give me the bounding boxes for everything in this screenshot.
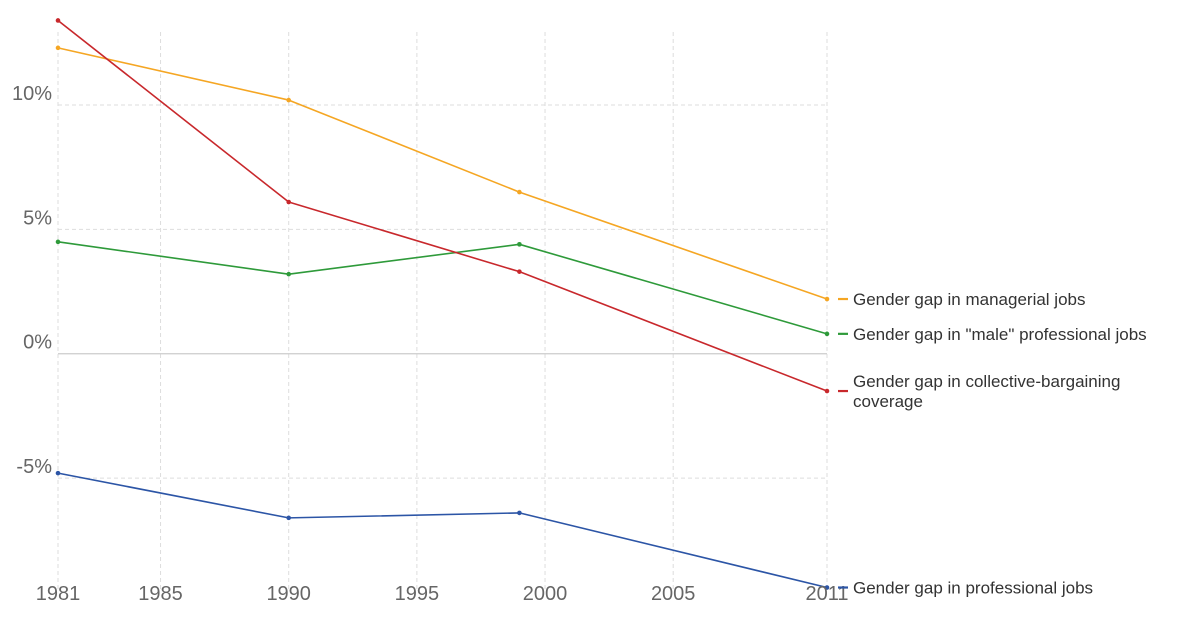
x-tick-label: 1985 <box>138 583 183 605</box>
series-line-3 <box>57 472 828 589</box>
data-point <box>517 269 522 274</box>
series-line-1 <box>57 241 828 335</box>
y-tick-label: 5% <box>23 207 52 229</box>
series-line-2 <box>57 19 828 392</box>
data-point <box>55 18 61 23</box>
y-axis-tick-labels: -5% 0% 5% 10% <box>12 83 52 478</box>
data-point <box>517 189 522 195</box>
x-tick-label: 1981 <box>36 583 81 605</box>
y-tick-label: 10% <box>12 83 52 105</box>
x-tick-label: 1990 <box>266 583 311 605</box>
data-point <box>286 199 292 205</box>
data-point <box>824 331 830 337</box>
x-tick-label: 1995 <box>395 583 440 605</box>
data-point <box>824 296 830 302</box>
series-line-0 <box>57 47 828 300</box>
legend: Gender gap in managerial jobs Gender gap … <box>838 290 1147 598</box>
legend-label: Gender gap in "male" professional jobs <box>853 325 1147 344</box>
data-point <box>55 470 61 476</box>
legend-label: Gender gap in managerial jobs <box>853 290 1085 309</box>
data-point <box>55 45 61 51</box>
series-points <box>55 18 830 590</box>
y-tick-label: -5% <box>16 456 52 478</box>
x-tick-label: 2011 <box>805 583 848 605</box>
x-axis-tick-labels: 1981 1985 1990 1995 2000 2005 2011 <box>36 583 849 605</box>
x-tick-label: 2005 <box>651 583 696 605</box>
legend-label: Gender gap in professional jobs <box>853 579 1093 598</box>
data-point <box>824 388 830 394</box>
data-point <box>517 242 522 247</box>
y-tick-label: 0% <box>23 332 52 354</box>
x-tick-label: 2000 <box>523 583 568 605</box>
data-point <box>286 97 292 103</box>
grid <box>57 32 828 590</box>
series-lines <box>57 19 828 589</box>
legend-label: Gender gap in collective-bargaining cover… <box>853 372 1120 411</box>
data-point <box>286 515 292 521</box>
data-point <box>824 585 830 590</box>
data-point <box>517 510 522 516</box>
data-point <box>286 271 292 277</box>
data-point <box>55 239 61 245</box>
